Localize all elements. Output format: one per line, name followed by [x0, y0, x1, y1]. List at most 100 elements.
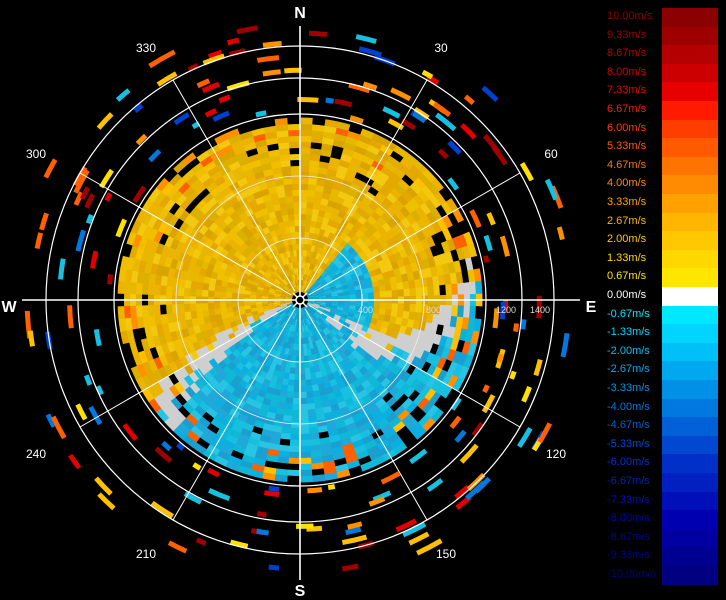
velocity-gate: [430, 266, 439, 278]
velocity-gate: [274, 117, 289, 126]
velocity-gate: [152, 356, 164, 370]
velocity-gate: [177, 405, 191, 419]
velocity-gate: [307, 295, 315, 299]
velocity-gate: [431, 275, 440, 287]
velocity-gate: [280, 313, 287, 320]
velocity-gate: [285, 391, 294, 399]
velocity-gate: [224, 190, 236, 202]
velocity-gate: [299, 361, 305, 369]
velocity-gate: [499, 301, 506, 320]
velocity-gate: [363, 439, 378, 451]
velocity-gate: [223, 322, 232, 331]
velocity-gate: [424, 322, 433, 334]
velocity-gate: [336, 306, 344, 311]
velocity-gate: [273, 344, 280, 352]
velocity-gate: [369, 138, 384, 151]
velocity-gate: [123, 305, 131, 319]
velocity-gate: [264, 323, 272, 330]
velocity-gate: [225, 286, 234, 293]
velocity-gate: [34, 232, 44, 250]
velocity-gate: [268, 564, 280, 571]
velocity-gate: [280, 290, 288, 295]
velocity-gate: [338, 274, 346, 281]
velocity-gate: [312, 291, 320, 295]
velocity-gate: [319, 295, 327, 299]
velocity-gate: [168, 172, 183, 187]
velocity-gate: [193, 367, 204, 380]
velocity-gate: [132, 233, 143, 248]
legend-entry: 8.67m/s: [604, 45, 722, 64]
velocity-gate: [395, 425, 410, 439]
velocity-gate: [303, 313, 308, 320]
velocity-gate: [300, 237, 305, 245]
velocity-gate: [457, 365, 470, 381]
compass-east: E: [586, 299, 597, 316]
velocity-gate: [75, 403, 88, 421]
velocity-gate: [336, 121, 352, 132]
velocity-gate: [400, 413, 415, 427]
velocity-gate: [275, 307, 283, 312]
velocity-gate: [291, 261, 296, 269]
velocity-gate: [291, 409, 300, 417]
velocity-gate: [50, 415, 67, 440]
velocity-gate: [281, 279, 288, 286]
velocity-gate: [307, 302, 314, 307]
velocity-gate: [405, 213, 417, 226]
velocity-gate: [186, 397, 199, 410]
velocity-gate: [403, 152, 419, 166]
velocity-gate: [157, 207, 170, 221]
velocity-gate: [242, 187, 254, 198]
velocity-gate: [308, 165, 320, 174]
velocity-gate: [278, 283, 285, 289]
velocity-gate: [269, 375, 278, 384]
velocity-gate: [294, 361, 300, 369]
velocity-gate: [190, 161, 205, 175]
velocity-gate: [301, 319, 304, 327]
velocity-gate: [266, 340, 274, 348]
legend-entry: 4.00m/s: [604, 175, 722, 194]
velocity-gate: [355, 449, 370, 461]
velocity-gate: [209, 185, 222, 198]
velocity-gate: [378, 201, 390, 213]
velocity-gate: [320, 197, 330, 206]
velocity-gate: [323, 380, 332, 390]
velocity-gate: [303, 280, 308, 287]
velocity-gate: [155, 323, 165, 336]
bearing-spoke: [304, 79, 428, 292]
velocity-gate: [335, 469, 351, 479]
velocity-gate: [385, 411, 399, 424]
velocity-gate: [180, 417, 195, 431]
velocity-gate: [388, 416, 402, 429]
velocity-gate: [141, 224, 153, 239]
velocity-gate: [231, 306, 239, 312]
velocity-gate: [316, 358, 324, 366]
velocity-gate: [305, 213, 313, 221]
velocity-gate: [367, 292, 375, 298]
velocity-gate: [280, 159, 292, 168]
velocity-gate: [412, 270, 421, 281]
legend-label: 7.33m/s: [607, 84, 647, 97]
velocity-gate: [371, 180, 384, 193]
velocity-gate: [321, 375, 330, 384]
velocity-gate: [325, 302, 333, 306]
velocity-gate: [392, 421, 406, 434]
velocity-gate: [309, 438, 321, 447]
velocity-gate: [287, 379, 295, 387]
velocity-gate: [288, 135, 301, 143]
velocity-gate: [168, 384, 181, 398]
velocity-gate: [302, 286, 306, 293]
velocity-gate: [269, 307, 276, 313]
velocity-gate: [150, 500, 174, 519]
velocity-gate: [374, 267, 383, 276]
velocity-gate: [426, 223, 438, 237]
velocity-gate: [296, 285, 299, 293]
velocity-gate: [314, 227, 321, 235]
velocity-gate: [231, 165, 244, 177]
velocity-gate: [312, 292, 320, 296]
legend-label: -8.67m/s: [607, 530, 650, 543]
velocity-gate: [286, 323, 292, 331]
velocity-gate: [364, 149, 378, 161]
velocity-gate: [386, 218, 397, 230]
velocity-gate: [408, 279, 416, 290]
velocity-gate: [279, 202, 288, 211]
